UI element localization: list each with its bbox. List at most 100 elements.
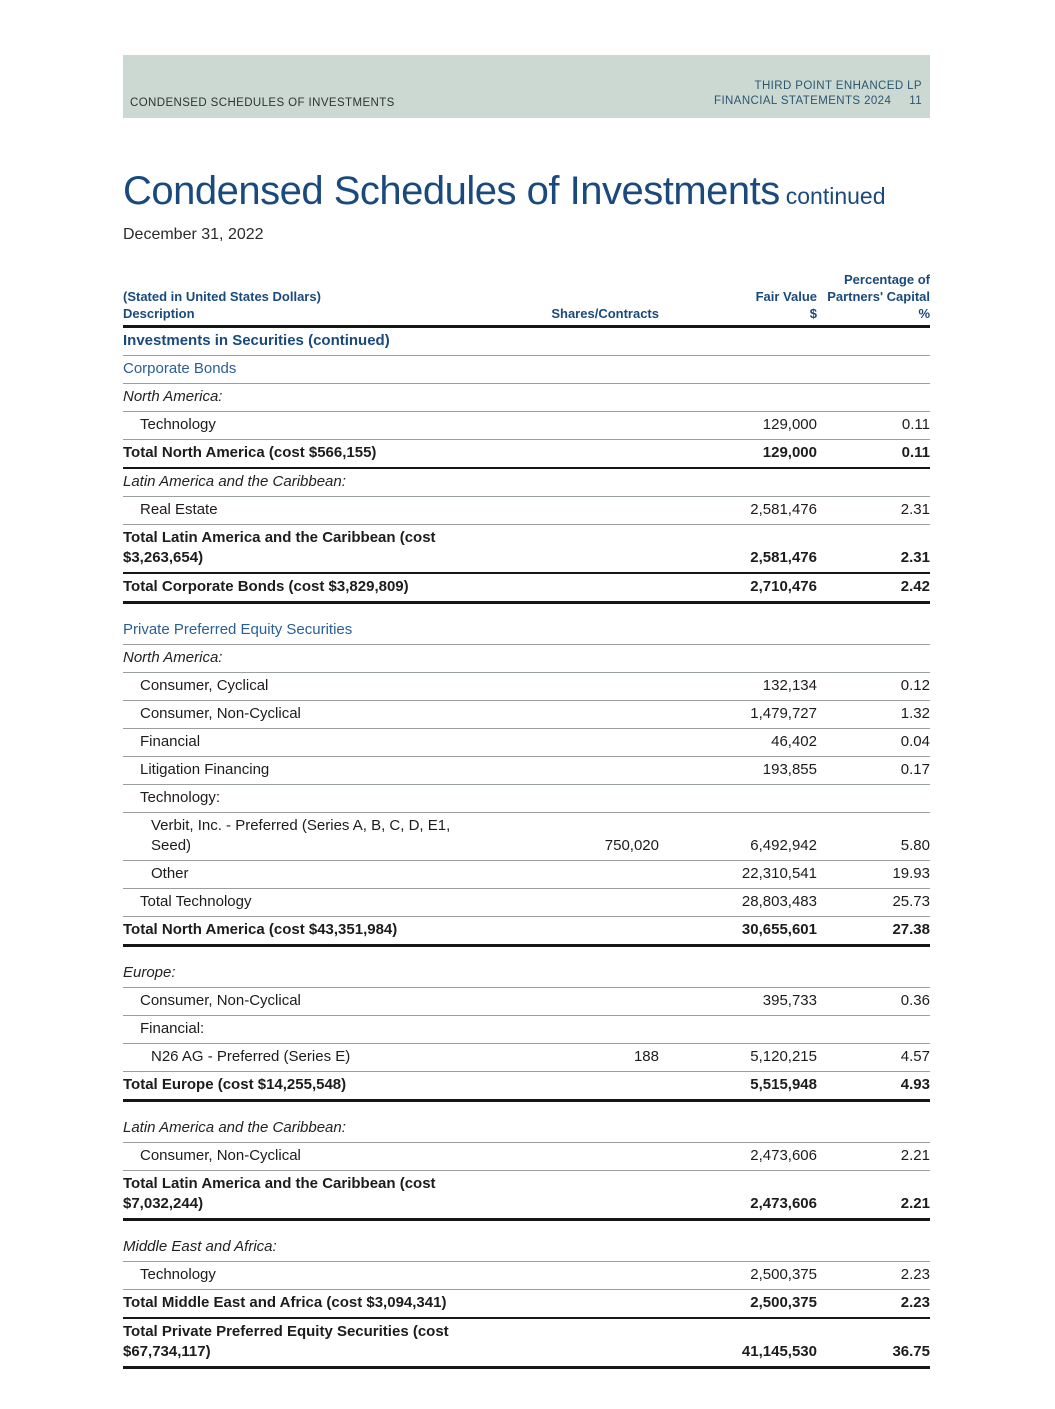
row-label: Total North America (cost $43,351,984): [123, 921, 398, 938]
row-percent-value: 25.73: [892, 893, 930, 910]
header-percent-sign: %: [918, 306, 930, 321]
table-row-blue: Corporate Bonds: [123, 356, 930, 384]
header-shares-contracts: Shares/Contracts: [551, 306, 659, 321]
table-row-region: Europe:: [123, 960, 930, 988]
row-spacer: [123, 604, 930, 617]
row-label: Total Europe (cost $14,255,548): [123, 1076, 347, 1093]
row-shares-value: 188: [633, 1048, 659, 1065]
row-percent-value: 4.93: [900, 1076, 930, 1093]
row-fair-value: 2,473,606: [750, 1147, 817, 1164]
table-row-item2: N26 AG - Preferred (Series E) 188 5,120,21…: [123, 1044, 930, 1072]
row-percent-value: 36.75: [892, 1343, 930, 1360]
row-label: Investments in Securities (continued): [123, 332, 390, 349]
row-label: Total Middle East and Africa (cost $3,09…: [123, 1294, 447, 1311]
row-shares-value: 750,020: [604, 837, 659, 854]
row-label: Financial:: [140, 1020, 205, 1037]
table-row-item2: Other 22,310,541 19.93: [123, 861, 930, 889]
table-header: (Stated in United States Dollars) Descri…: [123, 271, 930, 328]
row-label: Consumer, Non-Cyclical: [140, 705, 301, 722]
table-row-item: Consumer, Non-Cyclical 1,479,727 1.32: [123, 701, 930, 729]
row-percent-value: 0.17: [900, 761, 930, 778]
row-percent-value: 0.11: [901, 444, 930, 461]
row-label: Technology:: [140, 789, 221, 806]
row-fair-value: 132,134: [762, 677, 817, 694]
table-row-item: Technology 2,500,375 2.23: [123, 1262, 930, 1290]
header-percentage-of: Percentage of: [844, 272, 930, 287]
row-fair-value: 5,515,948: [750, 1076, 817, 1093]
table-row-item: Litigation Financing 193,855 0.17: [123, 757, 930, 785]
row-label: Real Estate: [140, 501, 218, 518]
row-label: N26 AG - Preferred (Series E): [151, 1048, 351, 1065]
row-fair-value: 28,803,483: [741, 893, 817, 910]
table-row-total_end: Total Latin America and the Caribbean (c…: [123, 1171, 930, 1221]
row-percent-value: 0.04: [900, 733, 930, 750]
row-spacer: [123, 1102, 930, 1115]
header-col-percentage: Percentage of Partners' Capital %: [817, 271, 930, 322]
row-fair-value: 2,473,606: [750, 1195, 817, 1212]
row-label: Total Technology: [140, 893, 252, 910]
row-percent-value: 4.57: [900, 1048, 930, 1065]
table-row-subhead: Financial:: [123, 1016, 930, 1044]
row-label: Total North America (cost $566,155): [123, 444, 377, 461]
row-fair-value: 129,000: [762, 416, 817, 433]
row-label: Corporate Bonds: [123, 360, 237, 377]
row-fair-value: 41,145,530: [741, 1343, 817, 1360]
table-row-total_end: Total Europe (cost $14,255,548) 5,515,948…: [123, 1072, 930, 1102]
row-label: Consumer, Cyclical: [140, 677, 269, 694]
table-row-total_end: Total Corporate Bonds (cost $3,829,809) 2…: [123, 574, 930, 604]
report-date: December 31, 2022: [123, 226, 264, 243]
table-row-bold_blue: Investments in Securities (continued): [123, 328, 930, 356]
row-label: North America:: [123, 388, 223, 405]
row-label: Total Private Preferred Equity Securitie…: [123, 1323, 449, 1360]
table-row-total: Total North America (cost $566,155) 129,0…: [123, 440, 930, 469]
table-row-total: Total Latin America and the Caribbean (c…: [123, 525, 930, 574]
report-name: FINANCIAL STATEMENTS 2024: [714, 95, 892, 107]
row-label: Total Corporate Bonds (cost $3,829,809): [123, 578, 409, 595]
row-percent-value: 0.36: [900, 992, 930, 1009]
header-col-description: (Stated in United States Dollars) Descri…: [123, 288, 539, 322]
header-col-shares: Shares/Contracts: [539, 305, 659, 322]
row-label: Europe:: [123, 964, 176, 981]
row-label: Total Latin America and the Caribbean (c…: [123, 529, 436, 566]
table-row-total_end: Total Private Preferred Equity Securitie…: [123, 1319, 930, 1369]
running-header-right: THIRD POINT ENHANCED LP FINANCIAL STATEM…: [714, 79, 922, 109]
page-title-text: Condensed Schedules of Investments: [123, 169, 780, 213]
table-row-subhead: Technology:: [123, 785, 930, 813]
running-header-left: CONDENSED SCHEDULES OF INVESTMENTS: [130, 97, 395, 109]
header-col-fair-value: Fair Value $: [659, 288, 817, 322]
row-label: Latin America and the Caribbean:: [123, 473, 346, 490]
row-fair-value: 6,492,942: [750, 837, 817, 854]
table-row-item: Technology 129,000 0.11: [123, 412, 930, 440]
table-row-region: Middle East and Africa:: [123, 1234, 930, 1262]
row-fair-value: 1,479,727: [750, 705, 817, 722]
row-percent-value: 27.38: [892, 921, 930, 938]
row-label: Litigation Financing: [140, 761, 270, 778]
row-label: Verbit, Inc. - Preferred (Series A, B, C…: [151, 817, 451, 854]
table-row-item: Real Estate 2,581,476 2.31: [123, 497, 930, 525]
table-row-region: North America:: [123, 645, 930, 673]
table-row-item2: Verbit, Inc. - Preferred (Series A, B, C…: [123, 813, 930, 861]
table-row-region: North America:: [123, 384, 930, 412]
header-stated-in: (Stated in United States Dollars): [123, 289, 321, 304]
row-spacer: [123, 1221, 930, 1234]
row-fair-value: 193,855: [762, 761, 817, 778]
row-percent-value: 1.32: [900, 705, 930, 722]
row-fair-value: 395,733: [762, 992, 817, 1009]
row-fair-value: 2,500,375: [750, 1266, 817, 1283]
company-name: THIRD POINT ENHANCED LP: [754, 80, 922, 92]
row-percent-value: 2.21: [900, 1195, 930, 1212]
table-row-region: Latin America and the Caribbean:: [123, 1115, 930, 1143]
row-percent-value: 5.80: [900, 837, 930, 854]
row-label: Middle East and Africa:: [123, 1238, 277, 1255]
page-number: 11: [909, 95, 922, 107]
table-row-total_end: Total North America (cost $43,351,984) 30…: [123, 917, 930, 947]
row-fair-value: 46,402: [771, 733, 817, 750]
header-band: CONDENSED SCHEDULES OF INVESTMENTS THIRD…: [123, 55, 930, 118]
row-fair-value: 2,581,476: [750, 501, 817, 518]
row-fair-value: 2,710,476: [750, 578, 817, 595]
row-label: Latin America and the Caribbean:: [123, 1119, 346, 1136]
row-percent-value: 2.31: [900, 501, 930, 518]
report-name-line: FINANCIAL STATEMENTS 2024 11: [714, 94, 922, 109]
row-label: Financial: [140, 733, 201, 750]
table-row-item: Total Technology 28,803,483 25.73: [123, 889, 930, 917]
